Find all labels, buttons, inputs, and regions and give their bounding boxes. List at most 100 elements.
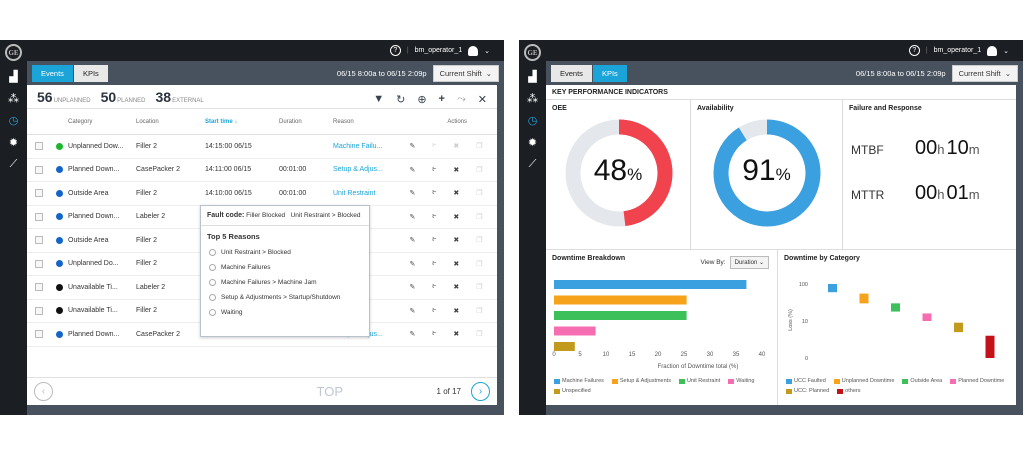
refresh-icon[interactable]: ↻ (396, 94, 406, 106)
add-circle-icon[interactable]: ⊕ (417, 94, 427, 106)
delete-icon[interactable]: ✖ (453, 166, 460, 174)
table-row[interactable]: Planned Down... CasePacker 2 14:11:00 06/1… (27, 159, 497, 182)
copy-icon[interactable]: ❐ (476, 143, 483, 151)
col-location[interactable]: Location (136, 118, 159, 125)
trend-chart-icon[interactable]: ⟋ (528, 157, 537, 170)
scroll-top-link[interactable]: TOP (316, 384, 344, 399)
category-bar[interactable] (891, 303, 900, 312)
category-bar[interactable] (954, 322, 963, 333)
network-icon[interactable]: ⁂ (8, 92, 19, 105)
gear-icon[interactable]: ✹ (527, 136, 538, 149)
category-bar[interactable] (859, 293, 869, 304)
category-bar[interactable] (922, 313, 932, 321)
legend-item[interactable]: Waiting (728, 378, 754, 384)
legend-item[interactable]: Unplanned Downtime (833, 378, 894, 384)
copy-icon[interactable]: ❐ (476, 260, 483, 268)
copy-icon[interactable]: ❐ (476, 237, 483, 245)
user-avatar-icon[interactable] (468, 45, 479, 56)
row-checkbox[interactable] (35, 283, 43, 292)
network-icon[interactable]: ⁂ (527, 92, 538, 105)
copy-icon[interactable]: ❐ (476, 190, 483, 198)
delete-icon[interactable]: ✖ (453, 307, 460, 315)
tab-kpis[interactable]: KPIs (73, 64, 108, 82)
split-icon[interactable]: ⥼ (432, 236, 437, 244)
radio-button[interactable] (209, 264, 216, 271)
reason-option[interactable]: Setup & Adjustments > Startup/Shutdown (201, 290, 369, 305)
edit-icon[interactable]: ✎ (409, 260, 416, 268)
radio-button[interactable] (209, 249, 216, 256)
tab-kpis[interactable]: KPIs (592, 64, 627, 82)
tab-events[interactable]: Events (32, 64, 73, 82)
edit-icon[interactable]: ✎ (409, 307, 416, 315)
delete-icon[interactable]: ✖ (453, 143, 460, 151)
col-category[interactable]: Category (68, 118, 93, 125)
row-checkbox[interactable] (35, 330, 43, 339)
split-icon[interactable]: ⥼ (432, 189, 437, 197)
copy-icon[interactable]: ❐ (476, 213, 483, 221)
row-checkbox[interactable] (35, 259, 43, 268)
row-reason-link[interactable]: Unit Restraint (333, 189, 376, 197)
split-icon[interactable]: ⥼ (432, 306, 437, 314)
edit-icon[interactable]: ✎ (409, 237, 416, 245)
breakdown-bar[interactable] (554, 295, 687, 305)
row-checkbox[interactable] (35, 236, 43, 245)
row-checkbox[interactable] (35, 212, 43, 221)
copy-icon[interactable]: ❐ (476, 284, 483, 292)
edit-icon[interactable]: ✎ (409, 166, 416, 174)
plus-icon[interactable]: + (438, 93, 445, 105)
split-icon[interactable]: ⥼ (432, 142, 437, 150)
chevron-down-icon[interactable]: ⌄ (1003, 47, 1009, 55)
row-checkbox[interactable] (35, 165, 43, 174)
legend-item[interactable]: Setup & Adjustments (611, 378, 671, 384)
row-reason-link[interactable]: Setup & Adjus... (333, 166, 383, 174)
table-row[interactable]: Outside Area Filler 2 14:10:00 06/15 00:01:… (27, 182, 497, 206)
delete-icon[interactable]: ✖ (453, 213, 460, 221)
delete-icon[interactable]: ✖ (453, 237, 460, 245)
trend-chart-icon[interactable]: ⟋ (9, 157, 18, 170)
delete-icon[interactable]: ✖ (453, 331, 460, 339)
chevron-down-icon[interactable]: ⌄ (484, 47, 490, 55)
user-avatar-icon[interactable] (987, 45, 998, 56)
factory-icon[interactable]: ▟ (9, 70, 18, 83)
factory-icon[interactable]: ▟ (528, 70, 537, 83)
radio-button[interactable] (209, 279, 216, 286)
clock-icon[interactable]: ◷ (8, 114, 19, 127)
filter-icon[interactable]: ▼ (373, 93, 385, 105)
reason-option[interactable]: Machine Failures (201, 260, 369, 275)
split-icon[interactable]: ⥼ (432, 330, 437, 338)
split-icon[interactable]: ⥼ (432, 165, 437, 173)
tab-events[interactable]: Events (551, 64, 592, 82)
row-checkbox[interactable] (35, 306, 43, 315)
legend-item[interactable]: others (837, 388, 860, 394)
breakdown-bar[interactable] (554, 280, 747, 289)
edit-icon[interactable]: ✎ (409, 213, 416, 221)
legend-item[interactable]: UCC Faulted (786, 378, 826, 384)
radio-button[interactable] (209, 294, 216, 301)
edit-icon[interactable]: ✎ (409, 143, 416, 151)
category-bar[interactable] (985, 335, 995, 358)
legend-item[interactable]: Unit Restraint (678, 378, 720, 384)
delete-icon[interactable]: ✖ (453, 260, 460, 268)
next-page-button[interactable]: › (471, 382, 490, 401)
legend-item[interactable]: Unspecified (554, 388, 591, 394)
row-reason-link[interactable]: Machine Failu... (333, 142, 383, 150)
delete-icon[interactable]: ✖ (453, 284, 460, 292)
reason-option[interactable]: Unit Restraint > Blocked (201, 245, 369, 260)
delete-icon[interactable]: ✖ (453, 190, 460, 198)
radio-button[interactable] (209, 309, 216, 316)
shift-select[interactable]: Current Shift ⌄ (951, 64, 1018, 82)
breakdown-bar[interactable] (554, 342, 575, 351)
copy-icon[interactable]: ❐ (476, 331, 483, 339)
breakdown-bar[interactable] (554, 311, 687, 320)
edit-icon[interactable]: ✎ (409, 331, 416, 339)
legend-item[interactable]: UCC: Planned (786, 388, 829, 394)
row-checkbox[interactable] (35, 142, 43, 151)
legend-item[interactable]: Machine Failures (554, 378, 604, 384)
col-start-time[interactable]: Start time ↓ (205, 119, 279, 125)
breakdown-bar[interactable] (554, 326, 596, 336)
col-duration[interactable]: Duration (279, 118, 302, 125)
legend-item[interactable]: Planned Downtime (950, 378, 1004, 384)
shift-select[interactable]: Current Shift ⌄ (432, 64, 499, 82)
gear-icon[interactable]: ✹ (8, 136, 19, 149)
close-icon[interactable]: ✕ (477, 94, 487, 106)
